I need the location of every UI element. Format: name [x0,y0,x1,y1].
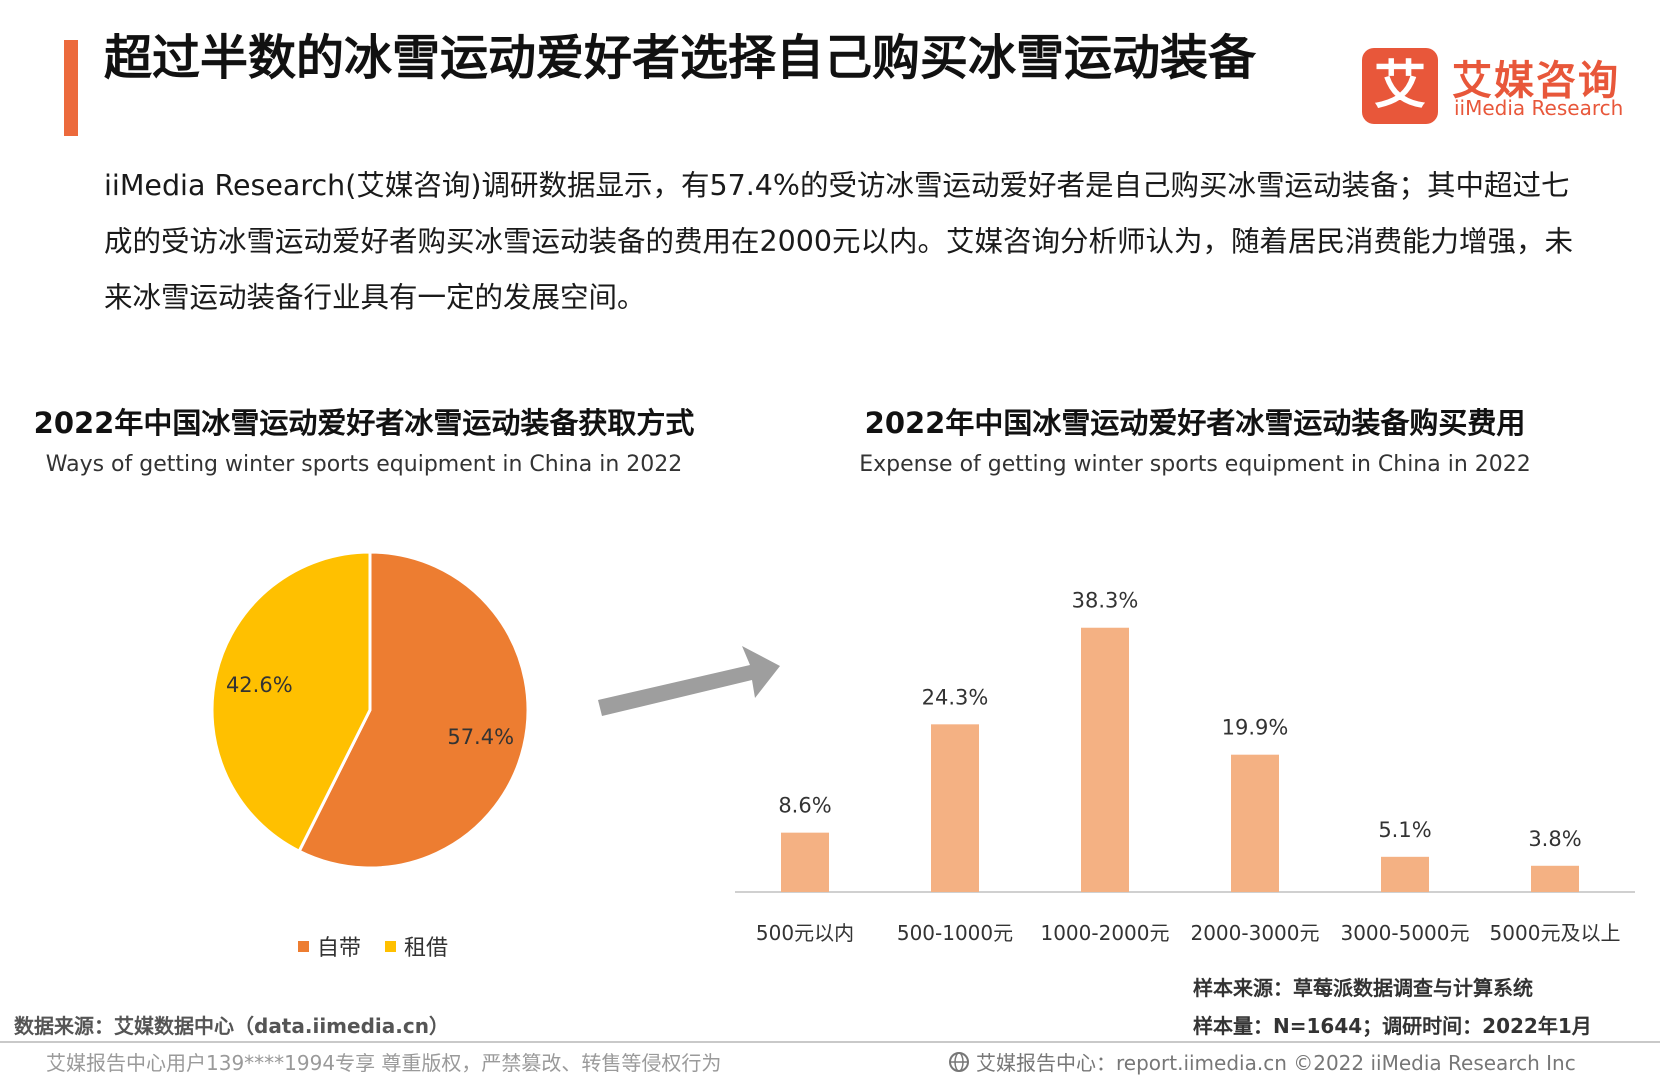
data-source-note: 数据来源：艾媒数据中心（data.iimedia.cn） [14,1014,449,1038]
bar-value-label-0: 8.6% [778,794,831,818]
legend-item-self: 自带 [298,930,361,962]
sample-source-note: 样本来源：草莓派数据调查与计算系统 [1193,976,1533,1000]
arrow-graphic [598,646,780,716]
legend-swatch-rent [385,940,397,952]
bar-value-label-2: 38.3% [1072,589,1139,613]
pie-legend: 自带 租借 [298,930,448,962]
footer-copyright: 艾媒报告中心用户139****1994专享 尊重版权，严禁篡改、转售等侵权行为 [46,1051,722,1075]
pie-label-1: 42.6% [226,673,293,697]
bar-category-label-3: 2000-3000元 [1190,921,1319,945]
bar-category-label-1: 500-1000元 [897,921,1013,945]
bar-value-label-4: 5.1% [1378,818,1431,842]
bar-4 [1381,856,1429,892]
pie-label-0: 57.4% [447,725,514,749]
bar-chart-subtitle: Expense of getting winter sports equipme… [859,452,1531,477]
bar-2 [1081,627,1129,892]
bar-value-label-3: 19.9% [1222,716,1289,740]
logo-mark: 艾 [1362,48,1438,124]
sample-size-note: 样本量：N=1644；调研时间：2022年1月 [1193,1014,1592,1038]
bar-5 [1531,865,1579,892]
globe-icon [949,1051,969,1072]
bar-category-label-5: 5000元及以上 [1490,921,1621,945]
pie-chart: 57.4% 42.6% [210,550,530,870]
bar-1 [931,724,979,892]
iimedia-logo: 艾 艾媒咨询 iiMedia Research [1362,48,1632,124]
bar-category-label-2: 1000-2000元 [1040,921,1169,945]
footer-divider [0,1041,1660,1043]
bar-value-label-1: 24.3% [922,685,989,709]
pie-slice-1 [210,550,372,854]
logo-en-text: iiMedia Research [1454,96,1624,120]
bar-3 [1231,754,1279,892]
pie-slice-0 [297,550,530,870]
bar-0 [781,832,829,892]
legend-label-self: 自带 [317,936,362,961]
logo-cn-text: 艾媒咨询 [1452,58,1620,104]
intro-paragraph: iiMedia Research(艾媒咨询)调研数据显示，有57.4%的受访冰雪… [104,169,1574,314]
footer-report-link: 艾媒报告中心：report.iimedia.cn ©2022 iiMedia R… [948,1047,1576,1076]
legend-item-rent: 租借 [385,930,448,962]
bar-chart-title: 2022年中国冰雪运动爱好者冰雪运动装备购买费用 [864,406,1526,440]
bar-category-label-0: 500元以内 [756,921,854,945]
bar-chart: 8.6% 500元以内 24.3% 500-1000元 38.3% 1000-2000元 1… [735,589,1635,945]
bar-category-label-4: 3000-5000元 [1340,921,1469,945]
bar-value-label-5: 3.8% [1528,827,1581,851]
title-accent-bar [64,40,78,136]
legend-swatch-self [298,940,309,952]
footer-report-text: 艾媒报告中心：report.iimedia.cn ©2022 iiMedia R… [976,1051,1576,1075]
pie-chart-title: 2022年中国冰雪运动爱好者冰雪运动装备获取方式 [33,406,695,440]
page-title: 超过半数的冰雪运动爱好者选择自己购买冰雪运动装备 [104,30,1257,86]
pie-chart-subtitle: Ways of getting winter sports equipment … [45,452,683,477]
legend-label-rent: 租借 [404,936,449,961]
